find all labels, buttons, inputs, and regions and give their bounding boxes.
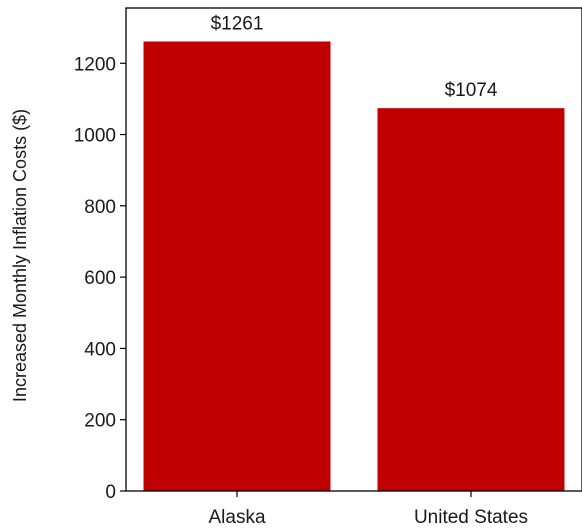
y-tick-label: 800 <box>84 197 116 218</box>
y-tick-label: 1200 <box>74 54 116 75</box>
y-tick-label: 200 <box>84 411 116 432</box>
bars-group <box>143 41 565 491</box>
x-tick-label: Alaska <box>208 507 265 528</box>
bar-united-states <box>377 108 565 491</box>
y-axis: 0 200 400 600 800 1000 1200 <box>74 54 126 503</box>
plot-frame <box>125 7 582 492</box>
data-label-united-states: $1074 <box>445 80 498 101</box>
value-labels-group: $1261 $1074 <box>211 14 498 102</box>
x-axis: Alaska United States <box>208 491 528 528</box>
y-axis-label: Increased Monthly Inflation Costs ($) <box>10 109 30 402</box>
data-label-alaska: $1261 <box>211 14 264 35</box>
y-tick-label: 600 <box>84 268 116 289</box>
y-tick-label: 1000 <box>74 126 116 147</box>
y-tick-label: 0 <box>105 482 116 503</box>
bar-alaska <box>143 41 331 491</box>
x-tick-label: United States <box>414 507 528 528</box>
y-tick-label: 400 <box>84 339 116 360</box>
